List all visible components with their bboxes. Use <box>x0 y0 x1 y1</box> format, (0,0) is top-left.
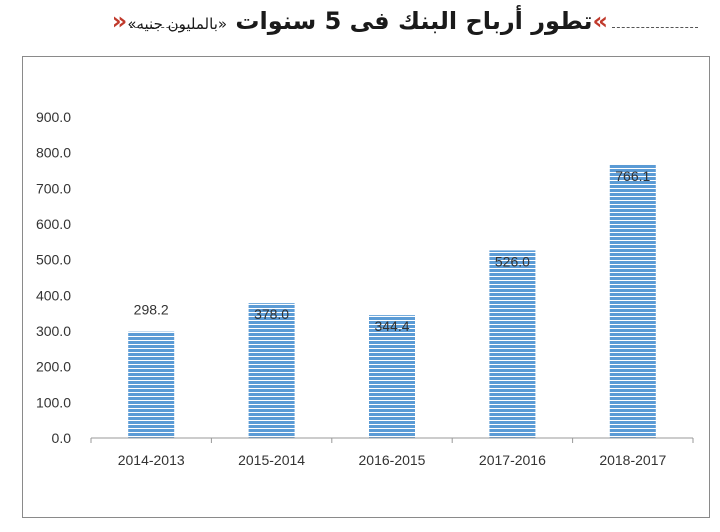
y-tick-label: 300.0 <box>36 323 71 339</box>
header: »تطور أرباح البنك فى 5 سنوات «بالمليون ج… <box>0 0 720 46</box>
bar <box>248 303 295 438</box>
data-label: 766.1 <box>615 168 650 184</box>
header-title: »تطور أرباح البنك فى 5 سنوات «بالمليون ج… <box>112 7 608 35</box>
x-tick-label: 2016-2015 <box>359 452 426 468</box>
data-label: 526.0 <box>495 253 530 269</box>
header-title-text: تطور أرباح البنك فى 5 سنوات <box>235 7 593 35</box>
y-tick-label: 700.0 <box>36 180 71 196</box>
bar <box>489 250 536 438</box>
bar-chart: 0.0 100.0 200.0 300.0 400.0 500.0 600.0 700.0 80… <box>36 109 694 468</box>
y-tick-label: 500.0 <box>36 252 71 268</box>
x-tick-label: 2014-2013 <box>118 452 185 468</box>
bar <box>369 315 415 438</box>
x-tick-label: 2015-2014 <box>238 452 305 468</box>
y-tick-label: 200.0 <box>36 359 71 375</box>
chart-frame: 0.0 100.0 200.0 300.0 400.0 500.0 600.0 700.0 80… <box>22 56 710 518</box>
data-label: 298.2 <box>134 302 169 318</box>
bar <box>609 164 656 438</box>
data-label: 378.0 <box>254 306 289 322</box>
y-tick-label: 0.0 <box>52 430 72 446</box>
header-unit: «بالمليون جنيه» <box>127 15 228 33</box>
y-tick-label: 400.0 <box>36 287 71 303</box>
header-quote-close: « <box>111 7 128 35</box>
y-tick-label: 900.0 <box>36 109 71 125</box>
x-axis: 2014-2013 2015-2014 2016-2015 2017-2016 2018… <box>90 437 694 468</box>
x-tick-label: 2018-2017 <box>599 452 666 468</box>
y-tick-label: 100.0 <box>36 394 71 410</box>
header-divider-left <box>130 27 185 28</box>
x-tick-label: 2017-2016 <box>479 452 546 468</box>
y-tick-label: 800.0 <box>36 145 71 161</box>
bar <box>128 331 175 438</box>
header-divider-right <box>612 27 698 28</box>
y-axis: 0.0 100.0 200.0 300.0 400.0 500.0 600.0 700.0 80… <box>36 109 71 446</box>
bars: 298.2 378.0 344.4 526.0 766.1 <box>128 164 656 438</box>
y-tick-label: 600.0 <box>36 216 71 232</box>
header-quote-open: » <box>592 7 608 35</box>
data-label: 344.4 <box>374 318 409 334</box>
